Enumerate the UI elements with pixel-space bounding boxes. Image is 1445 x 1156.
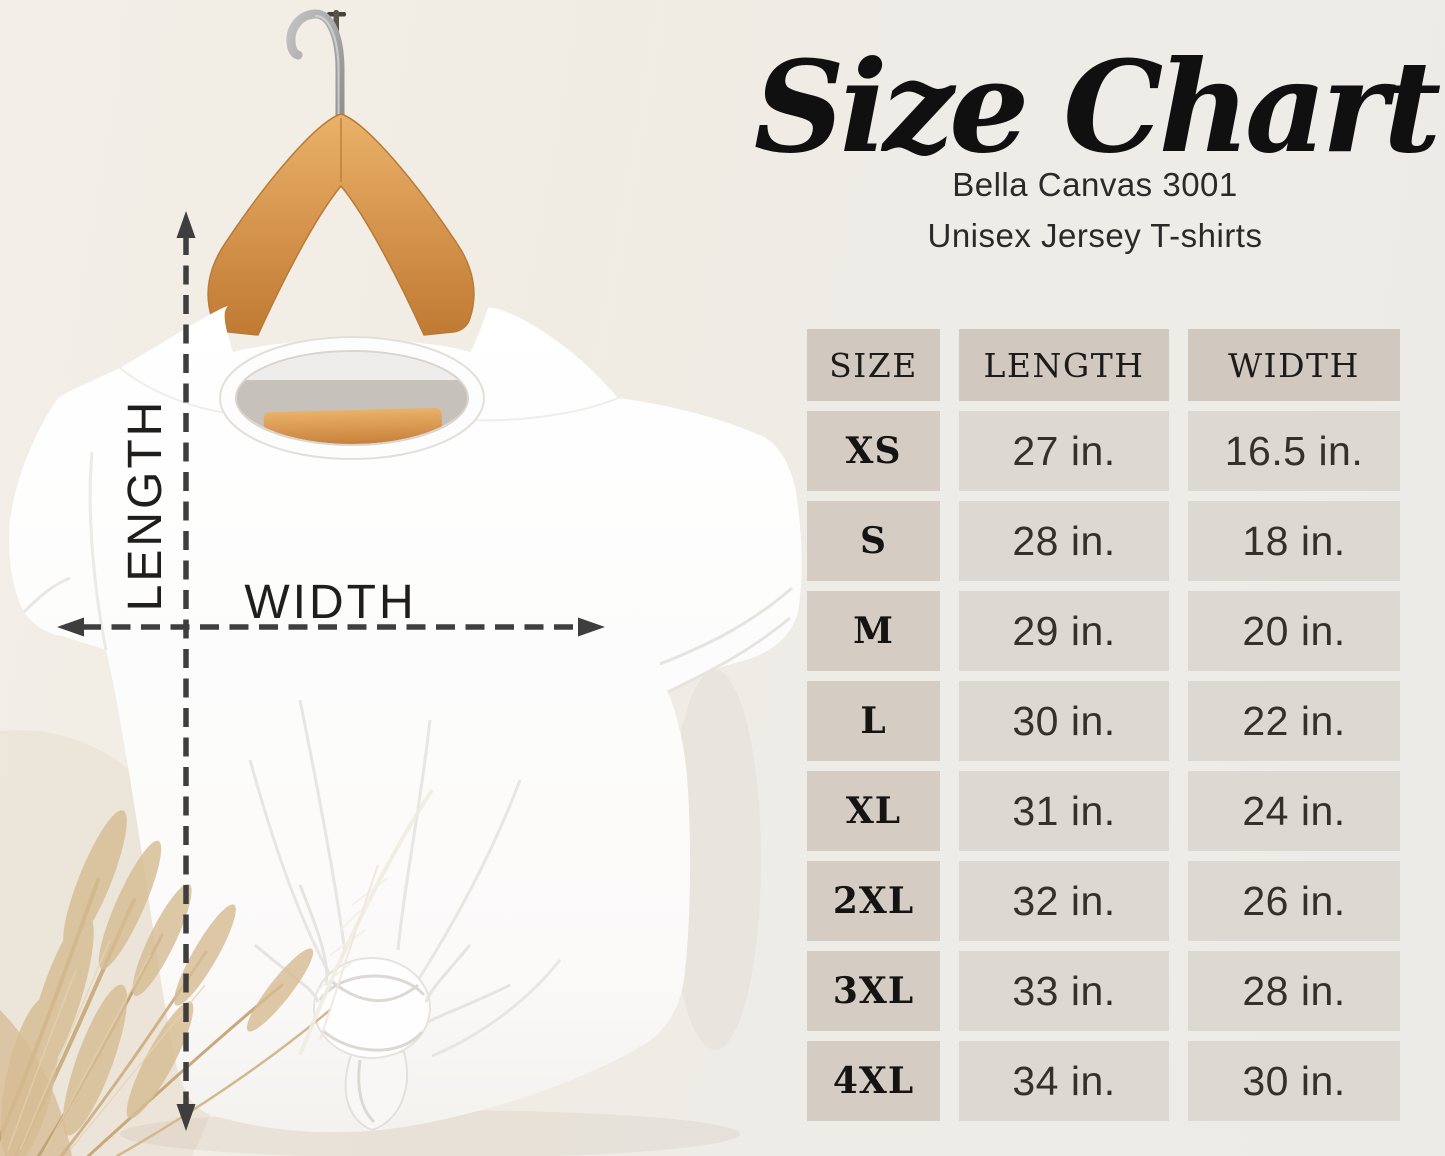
page-title: Size Chart bbox=[753, 33, 1442, 181]
width-measure-label: WIDTH bbox=[244, 575, 417, 629]
hanger-hook-icon bbox=[286, 9, 345, 137]
subtitle-line-2: Unisex Jersey T-shirts bbox=[927, 217, 1263, 255]
column-header-size: SIZE bbox=[807, 329, 940, 401]
length-arrow bbox=[176, 211, 196, 1131]
pampas-grass bbox=[0, 788, 434, 1156]
pale-plume bbox=[298, 788, 434, 1056]
width-cell-xl: 24 in. bbox=[1188, 771, 1400, 851]
size-cell-3xl: 3XL bbox=[807, 951, 940, 1031]
size-table: SIZE LENGTH WIDTH XS 27 in. 16.5 in. S 2… bbox=[807, 329, 1400, 1121]
length-cell-s: 28 in. bbox=[959, 501, 1169, 581]
length-cell-3xl: 33 in. bbox=[959, 951, 1169, 1031]
length-cell-l: 30 in. bbox=[959, 681, 1169, 761]
width-cell-s: 18 in. bbox=[1188, 501, 1400, 581]
size-cell-2xl: 2XL bbox=[807, 861, 940, 941]
column-header-width: WIDTH bbox=[1188, 329, 1400, 401]
width-cell-3xl: 28 in. bbox=[1188, 951, 1400, 1031]
width-cell-l: 22 in. bbox=[1188, 681, 1400, 761]
tshirt-knot bbox=[254, 884, 511, 1132]
size-cell-4xl: 4XL bbox=[807, 1041, 940, 1121]
width-cell-xs: 16.5 in. bbox=[1188, 411, 1400, 491]
tshirt bbox=[9, 306, 802, 1133]
column-header-length: LENGTH bbox=[959, 329, 1169, 401]
width-cell-2xl: 26 in. bbox=[1188, 861, 1400, 941]
size-cell-s: S bbox=[807, 501, 940, 581]
size-chart-panel: Size Chart Bella Canvas 3001 Unisex Jers… bbox=[745, 0, 1445, 1156]
size-cell-m: M bbox=[807, 591, 940, 671]
wooden-hanger bbox=[207, 113, 475, 336]
width-arrow bbox=[57, 617, 605, 637]
length-cell-m: 29 in. bbox=[959, 591, 1169, 671]
size-cell-l: L bbox=[807, 681, 940, 761]
subtitle: Bella Canvas 3001 Unisex Jersey T-shirts bbox=[745, 159, 1445, 261]
size-cell-xl: XL bbox=[807, 771, 940, 851]
length-cell-xs: 27 in. bbox=[959, 411, 1169, 491]
tshirt-collar bbox=[219, 336, 485, 460]
length-cell-4xl: 34 in. bbox=[959, 1041, 1169, 1121]
length-cell-xl: 31 in. bbox=[959, 771, 1169, 851]
length-cell-2xl: 32 in. bbox=[959, 861, 1169, 941]
size-cell-xs: XS bbox=[807, 411, 940, 491]
width-cell-m: 20 in. bbox=[1188, 591, 1400, 671]
length-measure-label: LENGTH bbox=[118, 398, 172, 612]
width-cell-4xl: 30 in. bbox=[1188, 1041, 1400, 1121]
subtitle-line-1: Bella Canvas 3001 bbox=[952, 166, 1238, 204]
